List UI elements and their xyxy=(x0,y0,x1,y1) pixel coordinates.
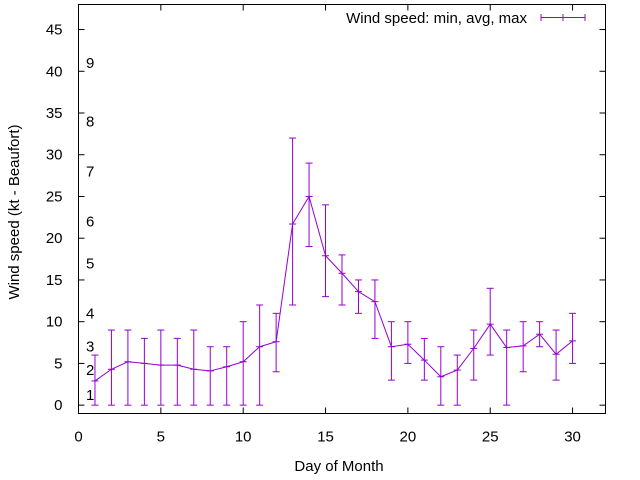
beaufort-label: 4 xyxy=(86,305,94,322)
legend-label: Wind speed: min, avg, max xyxy=(346,10,527,27)
y-tick-label: 5 xyxy=(54,355,62,372)
beaufort-label: 1 xyxy=(86,387,94,404)
y-tick-label: 25 xyxy=(46,188,63,205)
plot-frame xyxy=(78,4,606,414)
beaufort-labels: 1 2 3 4 5 6 7 8 9 xyxy=(86,55,94,404)
y-tick-label: 20 xyxy=(46,230,63,247)
beaufort-label: 9 xyxy=(86,55,94,72)
y-axis-title: Wind speed (kt - Beaufort) xyxy=(6,124,23,299)
avg-line xyxy=(94,195,573,382)
x-tick-label: 0 xyxy=(74,429,82,446)
x-tick-label: 30 xyxy=(564,429,581,446)
beaufort-label: 8 xyxy=(86,113,94,130)
beaufort-label: 6 xyxy=(86,214,94,231)
axis-ticks xyxy=(78,4,606,414)
x-tick-label: 10 xyxy=(235,429,252,446)
y-tick-label: 0 xyxy=(54,397,62,414)
x-tick-label: 5 xyxy=(157,429,165,446)
beaufort-label: 5 xyxy=(86,255,94,272)
y-tick-label: 40 xyxy=(46,63,63,80)
beaufort-label: 7 xyxy=(86,163,94,180)
x-tick-label: 20 xyxy=(400,429,417,446)
x-axis-title: Day of Month xyxy=(294,458,383,475)
x-tick-label: 15 xyxy=(317,429,334,446)
wind-speed-series xyxy=(91,137,577,406)
legend-sample-icon xyxy=(540,14,586,21)
x-tick-label: 25 xyxy=(482,429,499,446)
y-tick-label: 10 xyxy=(46,314,63,331)
y-tick-label: 35 xyxy=(46,105,63,122)
legend: Wind speed: min, avg, max xyxy=(346,10,586,27)
beaufort-label: 3 xyxy=(86,339,94,356)
y-tick-label: 15 xyxy=(46,272,63,289)
y-tick-label: 45 xyxy=(46,22,63,39)
beaufort-label: 2 xyxy=(86,362,94,379)
y-tick-label: 30 xyxy=(46,147,63,164)
